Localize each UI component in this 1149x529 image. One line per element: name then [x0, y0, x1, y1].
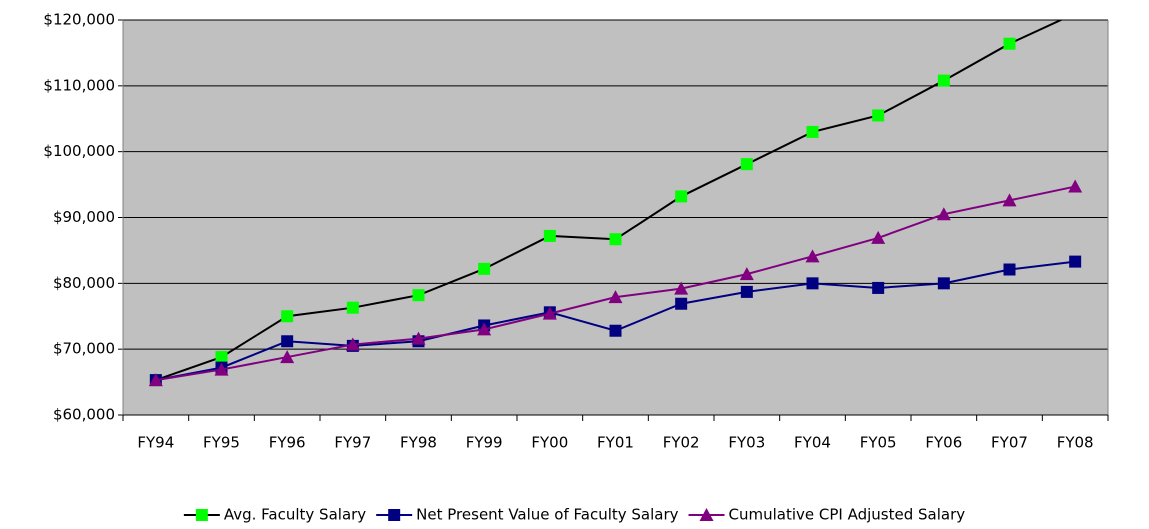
legend-item: Avg. Faculty Salary	[183, 506, 366, 524]
marker	[609, 324, 622, 337]
marker	[281, 310, 294, 323]
marker	[608, 290, 623, 304]
x-tick-label: FY06	[925, 434, 962, 452]
marker	[195, 509, 208, 521]
marker	[281, 335, 294, 348]
marker	[871, 230, 886, 244]
marker	[806, 125, 819, 138]
x-tick-label: FY08	[1057, 434, 1094, 452]
marker	[1069, 7, 1081, 19]
y-tick-label: $110,000	[43, 76, 115, 94]
marker	[805, 249, 820, 263]
legend-label: Net Present Value of Faculty Salary	[416, 506, 678, 524]
marker	[1068, 179, 1083, 193]
marker	[937, 277, 950, 290]
x-tick-label: FY95	[203, 434, 240, 452]
marker	[412, 289, 425, 302]
marker	[937, 74, 950, 87]
marker	[478, 262, 491, 275]
marker	[280, 350, 295, 364]
x-tick-label: FY99	[466, 434, 503, 452]
axes: $60,000 $70,000 $80,000 $90,000 $100,000 $110…	[43, 11, 1109, 452]
x-tick-label: FY94	[137, 434, 174, 452]
marker	[215, 351, 228, 364]
x-tick-label: FY97	[334, 434, 371, 452]
x-tick-label: FY96	[269, 434, 306, 452]
legend: Avg. Faculty Salary Net Present Value of …	[183, 506, 966, 524]
y-tick-label: $90,000	[53, 208, 115, 226]
marker	[740, 285, 753, 298]
marker	[543, 229, 556, 242]
marker	[148, 373, 163, 387]
y-tick-label: $100,000	[43, 142, 115, 160]
x-tick-label: FY03	[728, 434, 765, 452]
marker	[1002, 193, 1017, 207]
marker	[1003, 37, 1016, 50]
y-tick-label: $120,000	[43, 11, 115, 29]
marker	[675, 190, 688, 203]
x-tick-label: FY00	[531, 434, 568, 452]
marker	[411, 331, 426, 345]
legend-item: Net Present Value of Faculty Salary	[376, 506, 679, 524]
x-tick-label: FY01	[597, 434, 634, 452]
marker	[346, 301, 359, 314]
marker	[542, 306, 557, 320]
marker	[872, 109, 885, 122]
x-tick-label: FY04	[794, 434, 831, 452]
legend-label: Cumulative CPI Adjusted Salary	[729, 506, 966, 524]
x-tick-label: FY05	[860, 434, 897, 452]
x-tick-label: FY98	[400, 434, 437, 452]
marker	[674, 281, 689, 295]
marker	[740, 158, 753, 171]
marker	[806, 277, 819, 290]
marker	[477, 322, 492, 336]
legend-item: Cumulative CPI Adjusted Salary	[688, 506, 966, 524]
marker	[388, 509, 401, 521]
y-tick-label: $80,000	[53, 274, 115, 292]
marker	[675, 297, 688, 310]
marker	[609, 233, 622, 246]
marker	[345, 337, 360, 351]
marker	[936, 207, 951, 221]
y-tick-label: $60,000	[53, 406, 115, 424]
legend-label: Avg. Faculty Salary	[224, 506, 366, 524]
marker	[1003, 263, 1016, 276]
series-group	[148, 7, 1083, 387]
x-tick-label: FY07	[991, 434, 1028, 452]
marker	[872, 281, 885, 294]
marker	[739, 267, 754, 281]
x-tick-label: FY02	[663, 434, 700, 452]
marker	[214, 362, 229, 376]
y-tick-label: $70,000	[53, 340, 115, 358]
marker	[699, 508, 714, 521]
marker	[1069, 255, 1082, 268]
